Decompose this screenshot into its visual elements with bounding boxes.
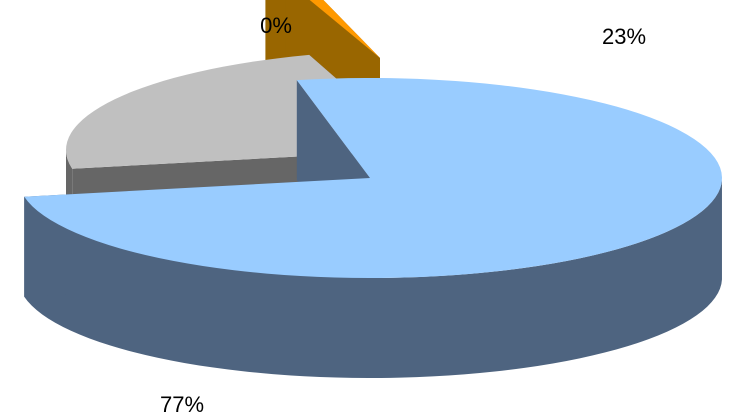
slice-0-top xyxy=(24,78,723,278)
slice-2-group xyxy=(309,0,380,58)
pie-tops xyxy=(24,0,723,379)
slice-0-outer-wall-0 xyxy=(24,179,722,379)
slice-2-top xyxy=(309,0,380,58)
slice-label-2: 0% xyxy=(260,13,292,38)
slice-label-1: 23% xyxy=(602,24,646,49)
slice-0-group xyxy=(24,78,723,278)
slice-label-0: 77% xyxy=(160,392,204,415)
